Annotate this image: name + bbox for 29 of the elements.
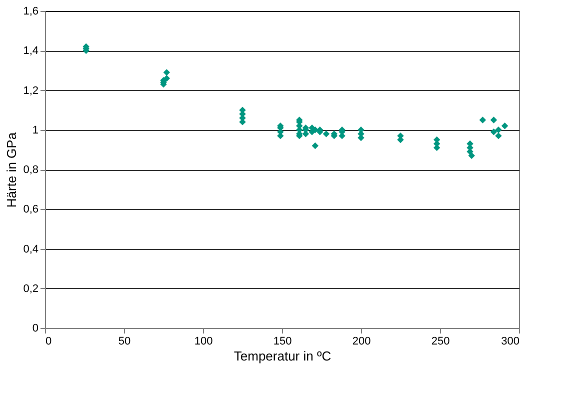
point [490,128,498,136]
y-tick-label: 1 [32,124,38,136]
y-tick-label: 1,4 [23,45,38,58]
point [163,69,170,76]
y-tick-label: 1,2 [23,84,38,97]
point [501,122,508,130]
point [312,142,319,150]
point [490,116,498,124]
x-tick-label: 200 [352,336,371,348]
y-tick-label: 0,2 [23,282,38,295]
x-tick-label: 0 [46,336,52,348]
y-tick-label: 0 [32,322,38,334]
point [479,116,486,124]
y-axis-title: Härte in GPa [4,132,20,208]
x-tick-label: 300 [501,336,520,348]
x-tick-label: 50 [118,336,131,348]
x-tick-label: 100 [194,336,213,348]
y-tick-label: 1,6 [23,6,38,18]
y-tick-label: 0,4 [23,243,38,256]
y-tick-label: 0,8 [23,164,38,176]
y-tick-label: 0,6 [23,204,38,216]
point [322,130,330,138]
x-tick-label: 150 [273,336,292,348]
point [468,152,475,159]
point [163,75,170,82]
x-axis-title: Temperatur in ºC [234,348,332,364]
x-tick-label: 250 [431,336,450,348]
point [495,132,502,140]
point [495,126,502,134]
